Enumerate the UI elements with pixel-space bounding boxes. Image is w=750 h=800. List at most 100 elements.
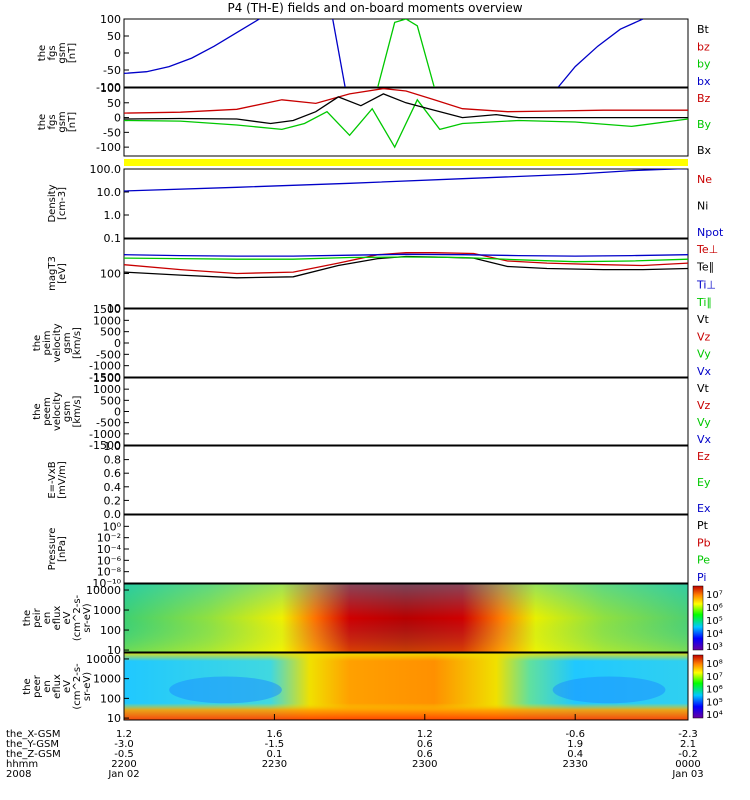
panel-frame <box>123 238 689 309</box>
y-tick-label: -100 <box>96 141 121 154</box>
y-tick-label: 10⁻⁸ <box>97 566 122 579</box>
y-axis-label: E=-VxB <box>47 461 58 498</box>
y-tick-label: 100 <box>100 82 121 95</box>
y-axis-label: peer <box>32 674 43 698</box>
x-row-label: the_Y-GSM <box>6 739 59 750</box>
y-tick-label: 10⁻² <box>97 532 121 545</box>
legend-entry: Vz <box>697 399 711 412</box>
y-tick-label: -50 <box>103 126 121 139</box>
y-axis-label: the <box>32 335 43 351</box>
x-tick-label: Jan 03 <box>671 769 703 780</box>
colorbar-tick: 10⁶ <box>706 603 723 614</box>
legend-entry: Vt <box>697 382 710 395</box>
y-axis-label: gsm <box>57 111 68 132</box>
colorbar-tick: 10⁸ <box>706 659 723 670</box>
x-tick-label: 1.2 <box>116 729 132 740</box>
y-axis-label: velocity <box>52 392 63 431</box>
x-row-label: hhmm <box>6 759 38 770</box>
panel-pressure <box>123 514 689 584</box>
x-tick-label: 1.9 <box>567 739 583 750</box>
series-Npot <box>124 169 688 192</box>
legend-entry: Bz <box>697 92 711 105</box>
panel-frame <box>123 377 689 446</box>
y-axis-label: eV <box>62 680 73 693</box>
y-axis-label: [km/s] <box>72 395 83 427</box>
y-axis-label: gsm <box>57 42 68 63</box>
y-tick-label: 10 <box>107 644 121 657</box>
panel-frame <box>123 514 689 584</box>
y-axis-label: (cm^2-s- <box>72 663 83 710</box>
panel-density <box>123 168 689 239</box>
y-axis-label: peir <box>32 607 43 627</box>
colorbar <box>692 654 704 719</box>
y-tick-label: 0.1 <box>104 232 122 245</box>
x-tick-label: -2.3 <box>678 729 698 740</box>
legend-entry: by <box>697 58 711 71</box>
y-tick-label: 10⁻⁶ <box>97 554 122 567</box>
legend-entry: Vz <box>697 330 711 343</box>
y-axis-label: eflux <box>52 606 63 631</box>
x-tick-label: Jan 02 <box>107 769 139 780</box>
x-tick-label: -0.2 <box>678 749 698 760</box>
y-tick-label: 500 <box>100 394 121 407</box>
x-tick-label: 0.1 <box>266 749 282 760</box>
legend-entry: Ne <box>697 173 712 186</box>
panel-frame <box>123 652 689 721</box>
legend-entry: Vx <box>697 365 712 378</box>
y-tick-label: 500 <box>100 326 121 339</box>
legend-entry: Ex <box>697 502 711 515</box>
y-tick-label: 0 <box>114 112 121 125</box>
legend-entry: Ez <box>697 450 710 463</box>
x-tick-label: 0.6 <box>417 749 433 760</box>
y-axis-label: eV <box>62 611 73 624</box>
series-bx <box>557 19 644 87</box>
y-axis-label: Pressure <box>47 528 58 571</box>
y-axis-label: fgs <box>47 114 58 129</box>
legend-entry: Te∥ <box>696 261 714 274</box>
y-tick-label: -100 <box>96 81 121 94</box>
x-tick-label: 0000 <box>675 759 700 770</box>
y-axis-label: sr-eV) <box>82 603 93 632</box>
y-axis-label: gsm <box>62 401 73 422</box>
y-tick-label: 0.2 <box>104 494 122 507</box>
y-tick-label: 10⁻⁴ <box>97 543 122 556</box>
panel-peem <box>123 377 689 446</box>
y-tick-label: 0 <box>114 406 121 419</box>
panel-peir <box>123 583 704 653</box>
y-axis-label: Density <box>47 184 58 222</box>
status-bar <box>124 159 688 166</box>
y-axis-label: (cm^2-s- <box>72 594 83 641</box>
y-tick-label: 1.0 <box>104 440 122 453</box>
y-tick-label: 10 <box>107 712 121 725</box>
y-tick-label: 10⁻¹⁰ <box>92 577 121 590</box>
series-By <box>124 98 688 149</box>
legend-entry: Pe <box>697 554 710 567</box>
y-axis-label: gsm <box>62 332 73 353</box>
legend-entry: Npot <box>697 226 724 239</box>
panel-fgs <box>123 18 689 88</box>
x-tick-label: -0.5 <box>114 749 134 760</box>
x-tick-label: -3.0 <box>114 739 134 750</box>
x-row-label: 2008 <box>6 769 31 780</box>
y-tick-label: 1000 <box>93 604 121 617</box>
y-axis-label: the <box>37 114 48 130</box>
colorbar-tick: 10⁵ <box>706 616 723 627</box>
legend-entry: Ni <box>697 200 708 213</box>
colorbar-tick: 10⁶ <box>706 685 723 696</box>
y-axis-label: en <box>42 612 53 625</box>
spectrogram-blob <box>552 676 666 704</box>
x-tick-label: 1.6 <box>266 729 282 740</box>
x-tick-label: 2200 <box>111 759 136 770</box>
y-tick-label: 0 <box>114 337 121 350</box>
panel-efield <box>123 445 689 515</box>
legend-entry: Vt <box>697 313 710 326</box>
colorbar-tick: 10⁷ <box>706 672 723 683</box>
x-tick-label: 1.2 <box>417 729 433 740</box>
y-tick-label: 0.0 <box>104 508 122 521</box>
y-tick-label: 50 <box>107 30 121 43</box>
y-tick-label: 0.8 <box>104 454 122 467</box>
colorbar <box>692 585 704 651</box>
x-tick-label: 0.6 <box>417 739 433 750</box>
colorbar-tick: 10⁵ <box>706 697 723 708</box>
spectrogram-blob <box>169 676 282 704</box>
